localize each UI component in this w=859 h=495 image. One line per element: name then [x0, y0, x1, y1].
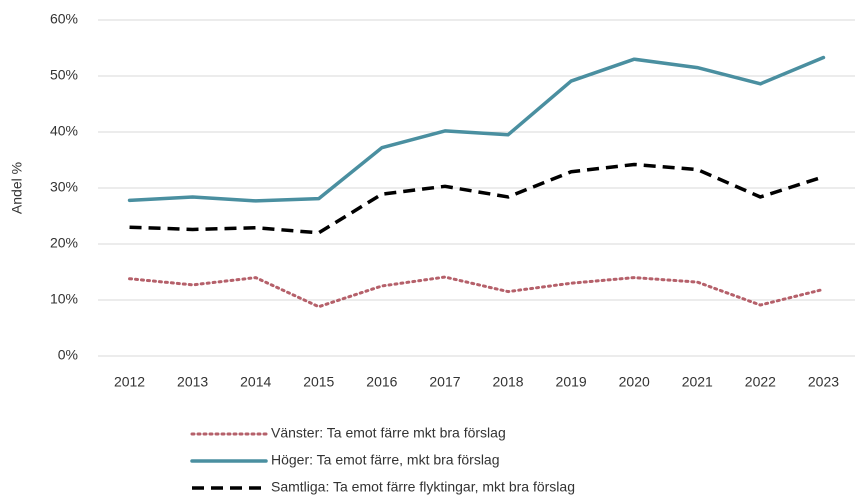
line — [127, 55, 826, 203]
line — [129, 162, 824, 235]
y-tick-label: 40% — [50, 123, 78, 139]
x-tick-label: 2013 — [177, 374, 208, 390]
y-tick-label: 30% — [50, 179, 78, 195]
x-tick-label: 2022 — [745, 374, 776, 390]
x-tick-label: 2023 — [808, 374, 839, 390]
x-tick-label: 2019 — [556, 374, 587, 390]
y-tick-label: 0% — [58, 347, 78, 363]
x-tick-label: 2014 — [240, 374, 271, 390]
legend-label: Vänster: Ta emot färre mkt bra förslag — [271, 425, 506, 441]
x-tick-label: 2015 — [303, 374, 334, 390]
y-tick-label: 60% — [50, 11, 78, 27]
x-tick-label: 2017 — [429, 374, 460, 390]
x-tick-label: 2012 — [114, 374, 145, 390]
y-tick-label: 20% — [50, 235, 78, 251]
y-tick-label: 10% — [50, 291, 78, 307]
line — [128, 275, 825, 309]
x-tick-label: 2021 — [682, 374, 713, 390]
legend-label: Höger: Ta emot färre, mkt bra förslag — [271, 452, 500, 468]
y-tick-label: 50% — [50, 67, 78, 83]
y-axis-label: Andel % — [9, 162, 25, 214]
x-tick-label: 2018 — [492, 374, 523, 390]
x-tick-label: 2016 — [366, 374, 397, 390]
legend-label: Samtliga: Ta emot färre flyktingar, mkt … — [271, 479, 575, 495]
x-tick-label: 2020 — [619, 374, 650, 390]
